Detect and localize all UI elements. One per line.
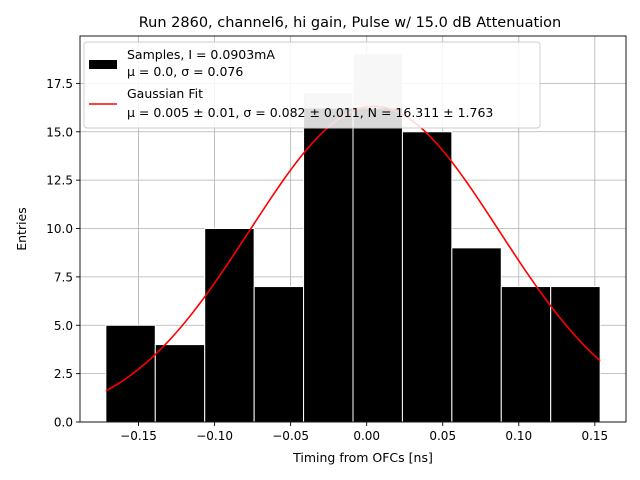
x-tick-label: 0.15 (581, 429, 608, 443)
y-tick-label: 12.5 (46, 174, 73, 188)
legend-fit-line1: Gaussian Fit (127, 86, 203, 101)
x-axis-ticks: −0.15 −0.10 −0.05 0.00 0.05 0.10 0.15 (120, 422, 608, 443)
histogram-bar (105, 324, 156, 423)
y-tick-label: 15.0 (46, 125, 73, 139)
histogram-bar (401, 131, 453, 423)
y-tick-label: 17.5 (46, 77, 73, 91)
x-tick-label: 0.00 (353, 429, 380, 443)
legend-box (83, 41, 541, 129)
x-axis-label: Timing from OFCs [ns] (292, 450, 433, 465)
x-tick-label: 0.05 (429, 429, 456, 443)
histogram-bar (550, 286, 601, 423)
histogram-bar (451, 247, 502, 423)
histogram-bar (253, 286, 305, 423)
histogram-bar (154, 344, 206, 423)
chart-title: Run 2860, channel6, hi gain, Pulse w/ 15… (139, 15, 562, 31)
histogram-bar (500, 286, 552, 423)
legend-samples-line1: Samples, I = 0.0903mA (127, 47, 275, 62)
x-tick-label: −0.10 (196, 429, 233, 443)
x-tick-label: −0.15 (120, 429, 157, 443)
histogram-bar (204, 228, 255, 423)
x-tick-label: −0.05 (272, 429, 309, 443)
y-tick-label: 7.5 (54, 270, 73, 284)
legend: Samples, I = 0.0903mA μ = 0.0, σ = 0.076… (83, 41, 541, 129)
y-tick-label: 0.0 (54, 416, 73, 430)
x-tick-label: 0.10 (505, 429, 532, 443)
y-axis-label: Entries (14, 207, 29, 251)
y-axis-ticks: 0.0 2.5 5.0 7.5 10.0 12.5 15.0 17.5 (46, 77, 80, 430)
legend-fit-line2: μ = 0.005 ± 0.01, σ = 0.082 ± 0.011, N =… (127, 105, 493, 120)
y-tick-label: 10.0 (46, 222, 73, 236)
legend-swatch-samples (89, 60, 117, 69)
histogram-bar (303, 92, 354, 423)
legend-samples-line2: μ = 0.0, σ = 0.076 (127, 64, 243, 79)
y-tick-label: 2.5 (54, 367, 73, 381)
axes-frame (79, 35, 627, 423)
y-tick-label: 5.0 (54, 319, 73, 333)
